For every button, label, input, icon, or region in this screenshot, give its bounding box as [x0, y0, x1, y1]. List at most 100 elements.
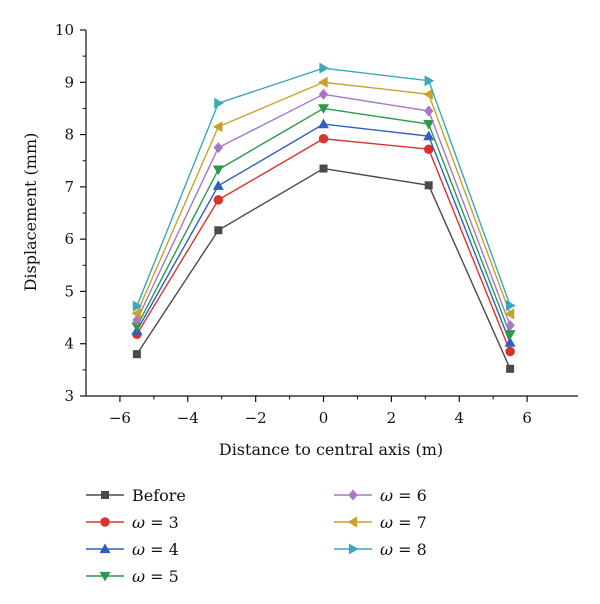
data-point [348, 489, 358, 501]
y-tick-label: 9 [64, 73, 74, 91]
legend-item: ω = 5 [86, 567, 179, 586]
data-point [423, 144, 434, 154]
y-axis-ticks: 3 4 5 6 7 8 9 10 [55, 21, 86, 405]
y-tick-label: 7 [64, 178, 74, 196]
data-point [213, 195, 224, 205]
series-6 [132, 62, 516, 312]
x-axis-ticks: −6 −4 −2 0 2 4 6 [109, 396, 532, 427]
legend-item: ω = 6 [334, 486, 427, 505]
series-line [136, 81, 511, 315]
x-axis-title: Distance to central axis (m) [219, 440, 443, 459]
data-point [424, 75, 435, 87]
legend-item: Before [86, 486, 186, 505]
legend-label-value: = 3 [145, 513, 179, 532]
legend-label: Before [132, 486, 186, 505]
plot-frame [85, 30, 578, 397]
series-5 [131, 76, 515, 320]
data-point [505, 319, 515, 331]
data-point [132, 350, 141, 359]
legend-label: ω = 3 [132, 513, 179, 532]
legend-label-symbol: ω [132, 567, 145, 586]
legend-label-symbol: ω [380, 513, 393, 532]
legend-label-symbol: ω [380, 486, 393, 505]
data-point [423, 88, 433, 100]
legend-label-value: = 8 [393, 540, 427, 559]
legend-label: ω = 5 [132, 567, 179, 586]
data-point [423, 119, 435, 130]
legend-label-symbol: ω [132, 513, 145, 532]
data-point [212, 121, 223, 133]
data-point [505, 346, 515, 357]
legend-label-value: = 4 [145, 540, 179, 559]
series-1 [132, 134, 515, 357]
legend-label: ω = 7 [380, 513, 427, 532]
data-point [318, 118, 330, 129]
data-point [318, 104, 330, 114]
data-point [214, 97, 224, 109]
data-point [504, 308, 515, 320]
y-tick-label: 10 [55, 21, 74, 39]
data-point [213, 142, 224, 154]
x-tick-label: 2 [387, 409, 397, 427]
data-point [319, 62, 330, 74]
series-line [136, 123, 511, 343]
legend-label-symbol: ω [132, 540, 145, 559]
data-point [348, 543, 359, 555]
data-point [132, 300, 143, 312]
data-point [214, 226, 223, 235]
data-point [212, 180, 224, 190]
data-point [318, 88, 329, 100]
legend-item: ω = 7 [334, 513, 427, 532]
series-layer [131, 62, 516, 373]
data-point [100, 517, 110, 527]
x-tick-label: −4 [177, 409, 199, 427]
y-tick-label: 3 [64, 387, 74, 405]
series-line [136, 93, 511, 326]
legend-item: ω = 8 [334, 540, 427, 559]
data-point [504, 330, 516, 340]
data-point [506, 364, 515, 373]
data-point [319, 164, 328, 173]
data-point [318, 134, 329, 144]
y-tick-label: 6 [64, 230, 74, 248]
legend-label-value: = 7 [393, 513, 427, 532]
data-point [99, 571, 111, 582]
x-tick-label: −2 [245, 409, 267, 427]
x-tick-label: 0 [319, 409, 329, 427]
series-2 [131, 118, 516, 347]
x-tick-label: 6 [522, 409, 532, 427]
series-line [136, 167, 511, 370]
legend-item: ω = 4 [86, 540, 179, 559]
y-tick-label: 8 [64, 126, 74, 144]
x-tick-label: 4 [454, 409, 464, 427]
legend-label-value: = 6 [393, 486, 427, 505]
data-point [132, 314, 142, 326]
data-point [424, 181, 433, 190]
data-point [424, 105, 434, 117]
x-tick-label: −6 [109, 409, 131, 427]
legend-label: ω = 6 [380, 486, 427, 505]
series-line [136, 67, 511, 307]
data-point [423, 130, 435, 141]
data-point [101, 491, 109, 499]
series-0 [132, 164, 515, 373]
legend-label: ω = 8 [380, 540, 427, 559]
legend-label-value: = 5 [145, 567, 179, 586]
data-point [318, 76, 328, 88]
data-point [347, 516, 358, 528]
legend-label-symbol: ω [380, 540, 393, 559]
series-3 [131, 104, 516, 340]
data-point [131, 307, 142, 319]
data-point [506, 300, 516, 312]
data-point [212, 165, 224, 176]
legend-item: ω = 3 [86, 513, 179, 532]
y-tick-label: 4 [64, 335, 74, 353]
series-4 [132, 88, 515, 331]
y-tick-label: 5 [64, 282, 74, 300]
y-axis-title: Displacement (mm) [21, 133, 40, 292]
data-point [131, 322, 143, 332]
data-point [99, 543, 111, 554]
data-point [504, 337, 516, 347]
